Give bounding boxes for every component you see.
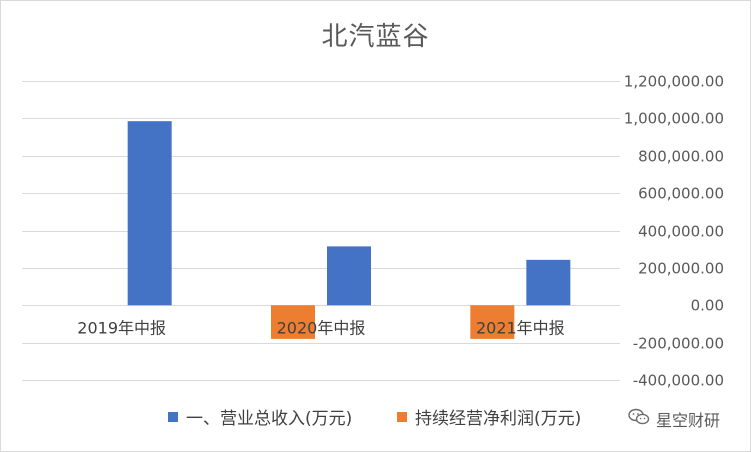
legend: 一、营业总收入(万元) 持续经营净利润(万元): [0, 404, 751, 434]
legend-swatch-net-profit: [397, 411, 407, 422]
bar-1-1: [271, 305, 315, 339]
bar-1-2: [470, 305, 515, 339]
legend-item-revenue: 一、营业总收入(万元): [168, 404, 352, 429]
legend-item-net-profit: 持续经营净利润(万元): [397, 404, 581, 429]
y-tick-label: 200,000.00: [638, 260, 724, 278]
x-tick-label: 2021年中报: [476, 318, 565, 337]
watermark-text: 星空财研: [656, 411, 721, 430]
legend-label-net-profit: 持续经营净利润(万元): [415, 409, 582, 429]
y-tick-label: 1,200,000.00: [624, 73, 724, 91]
x-tick-label: 2019年中报: [77, 318, 166, 337]
bar-0-2: [526, 259, 571, 306]
y-tick-label: 0.00: [691, 297, 724, 315]
legend-swatch-revenue: [168, 411, 178, 422]
y-tick-label: 800,000.00: [638, 148, 724, 166]
watermark: 星空财研: [628, 407, 720, 431]
legend-label-revenue: 一、营业总收入(万元): [186, 409, 353, 429]
y-tick-label: 1,000,000.00: [624, 110, 724, 128]
y-tick-label: 400,000.00: [638, 223, 724, 241]
y-tick-label: -400,000.00: [633, 372, 724, 390]
y-tick-label: -200,000.00: [633, 335, 724, 353]
bar-0-1: [327, 246, 371, 306]
y-tick-label: 600,000.00: [638, 185, 724, 203]
x-tick-label: 2020年中报: [277, 318, 366, 337]
bar-0-0: [127, 121, 172, 306]
chart-title: 北汽蓝谷: [321, 22, 430, 52]
wechat-icon: [628, 408, 650, 430]
